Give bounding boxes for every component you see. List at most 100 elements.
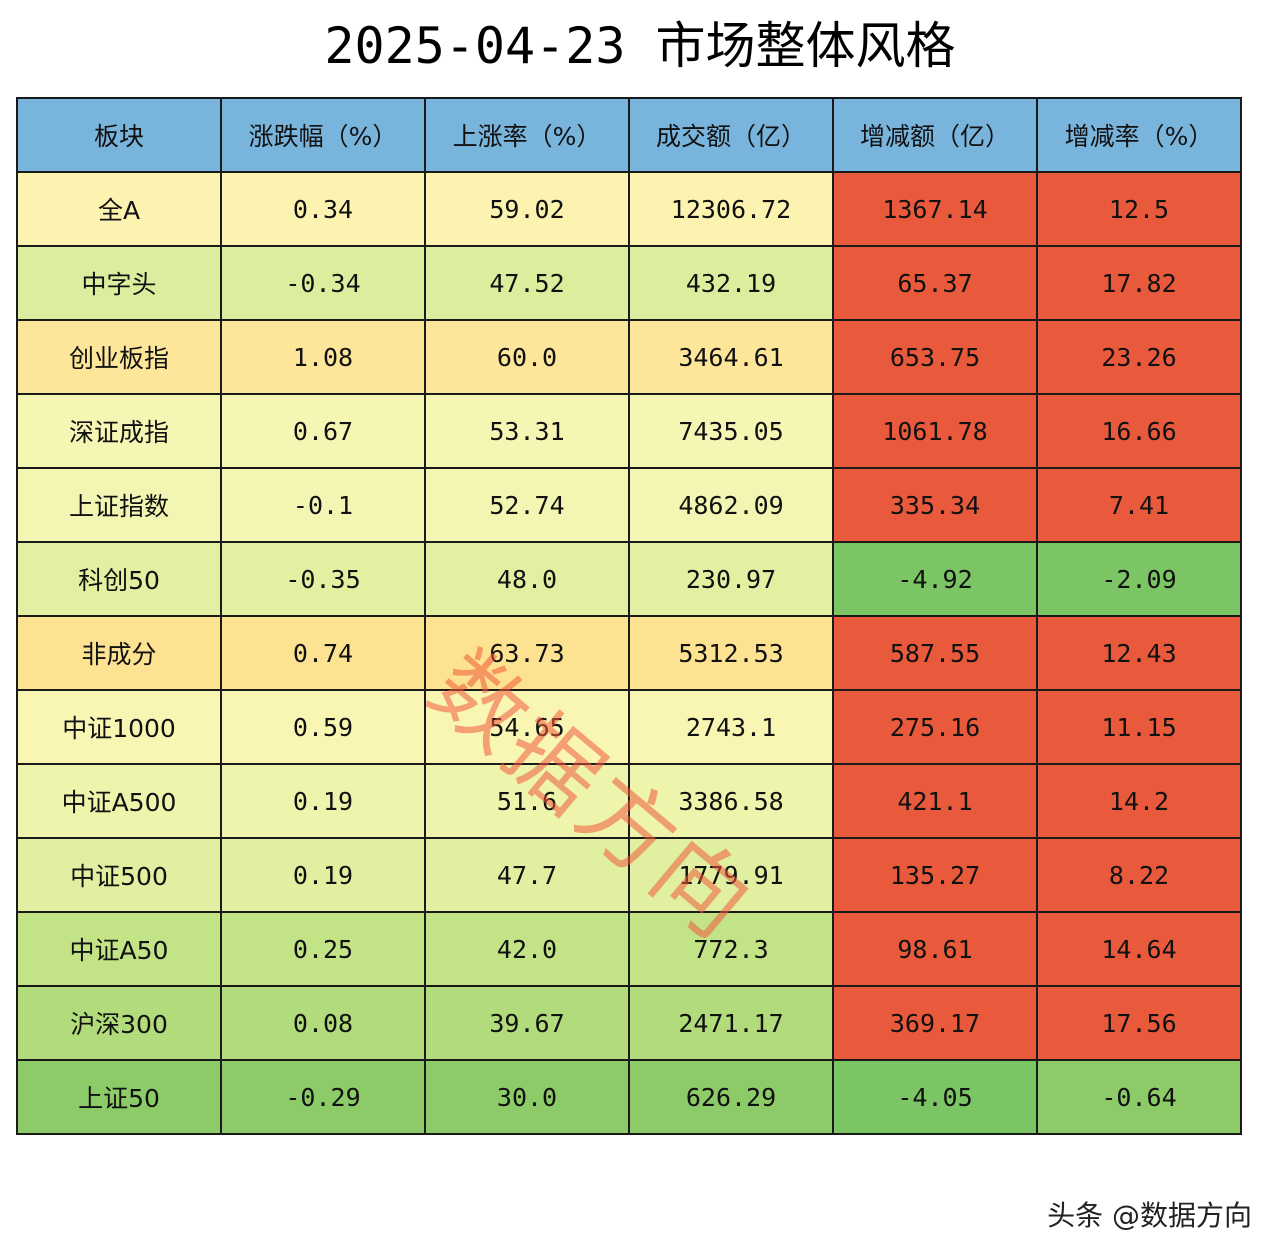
- table-row: 科创50 -0.35 48.0 230.97 -4.92 -2.09: [16, 541, 1242, 617]
- cell-turnover: 5312.53: [628, 615, 834, 691]
- cell-change-pct: -0.34: [220, 245, 426, 321]
- cell-delta-pct: 7.41: [1036, 467, 1242, 543]
- cell-turnover: 230.97: [628, 541, 834, 617]
- table-row: 沪深300 0.08 39.67 2471.17 369.17 17.56: [16, 985, 1242, 1061]
- cell-up-ratio: 39.67: [424, 985, 630, 1061]
- column-header-delta: 增减额（亿）: [832, 97, 1038, 173]
- cell-delta: 98.61: [832, 911, 1038, 987]
- cell-delta: 421.1: [832, 763, 1038, 839]
- cell-change-pct: 0.67: [220, 393, 426, 469]
- cell-turnover: 4862.09: [628, 467, 834, 543]
- table-header-row: 板块 涨跌幅（%） 上涨率（%） 成交额（亿） 增减额（亿） 增减率（%）: [16, 97, 1242, 173]
- cell-delta-pct: 8.22: [1036, 837, 1242, 913]
- cell-delta-pct: 12.43: [1036, 615, 1242, 691]
- column-header-up-ratio: 上涨率（%）: [424, 97, 630, 173]
- cell-up-ratio: 42.0: [424, 911, 630, 987]
- cell-sector-name: 非成分: [16, 615, 222, 691]
- cell-delta-pct: 14.2: [1036, 763, 1242, 839]
- cell-change-pct: 0.19: [220, 837, 426, 913]
- cell-change-pct: 1.08: [220, 319, 426, 395]
- cell-delta: 275.16: [832, 689, 1038, 765]
- cell-change-pct: 0.08: [220, 985, 426, 1061]
- column-header-sector: 板块: [16, 97, 222, 173]
- cell-delta: 65.37: [832, 245, 1038, 321]
- cell-delta-pct: 16.66: [1036, 393, 1242, 469]
- column-header-turnover: 成交额（亿）: [628, 97, 834, 173]
- cell-delta-pct: -0.64: [1036, 1059, 1242, 1135]
- cell-turnover: 7435.05: [628, 393, 834, 469]
- table-row: 中证A500 0.19 51.6 3386.58 421.1 14.2: [16, 763, 1242, 839]
- cell-delta-pct: -2.09: [1036, 541, 1242, 617]
- table-row: 中证1000 0.59 54.65 2743.1 275.16 11.15: [16, 689, 1242, 765]
- cell-delta: 1367.14: [832, 171, 1038, 247]
- cell-turnover: 12306.72: [628, 171, 834, 247]
- table-row: 上证50 -0.29 30.0 626.29 -4.05 -0.64: [16, 1059, 1242, 1135]
- cell-delta: 335.34: [832, 467, 1038, 543]
- cell-sector-name: 创业板指: [16, 319, 222, 395]
- cell-change-pct: -0.1: [220, 467, 426, 543]
- cell-sector-name: 全A: [16, 171, 222, 247]
- cell-delta-pct: 12.5: [1036, 171, 1242, 247]
- cell-sector-name: 上证指数: [16, 467, 222, 543]
- table-row: 创业板指 1.08 60.0 3464.61 653.75 23.26: [16, 319, 1242, 395]
- cell-up-ratio: 30.0: [424, 1059, 630, 1135]
- cell-change-pct: 0.74: [220, 615, 426, 691]
- cell-sector-name: 中字头: [16, 245, 222, 321]
- cell-up-ratio: 52.74: [424, 467, 630, 543]
- cell-up-ratio: 60.0: [424, 319, 630, 395]
- page-title: 2025-04-23 市场整体风格: [324, 17, 956, 75]
- cell-delta-pct: 23.26: [1036, 319, 1242, 395]
- cell-up-ratio: 47.7: [424, 837, 630, 913]
- column-header-change-pct: 涨跌幅（%）: [220, 97, 426, 173]
- cell-change-pct: -0.29: [220, 1059, 426, 1135]
- cell-sector-name: 上证50: [16, 1059, 222, 1135]
- cell-up-ratio: 47.52: [424, 245, 630, 321]
- cell-delta-pct: 11.15: [1036, 689, 1242, 765]
- cell-delta-pct: 14.64: [1036, 911, 1242, 987]
- cell-up-ratio: 53.31: [424, 393, 630, 469]
- table-row: 中证A50 0.25 42.0 772.3 98.61 14.64: [16, 911, 1242, 987]
- cell-delta: 653.75: [832, 319, 1038, 395]
- cell-sector-name: 沪深300: [16, 985, 222, 1061]
- cell-delta: 369.17: [832, 985, 1038, 1061]
- cell-turnover: 626.29: [628, 1059, 834, 1135]
- cell-delta: 587.55: [832, 615, 1038, 691]
- cell-change-pct: 0.34: [220, 171, 426, 247]
- cell-delta: 1061.78: [832, 393, 1038, 469]
- cell-turnover: 2743.1: [628, 689, 834, 765]
- column-header-delta-pct: 增减率（%）: [1036, 97, 1242, 173]
- cell-change-pct: -0.35: [220, 541, 426, 617]
- cell-change-pct: 0.19: [220, 763, 426, 839]
- table-row: 深证成指 0.67 53.31 7435.05 1061.78 16.66: [16, 393, 1242, 469]
- cell-delta: -4.05: [832, 1059, 1038, 1135]
- cell-sector-name: 深证成指: [16, 393, 222, 469]
- table-row: 全A 0.34 59.02 12306.72 1367.14 12.5: [16, 171, 1242, 247]
- cell-turnover: 432.19: [628, 245, 834, 321]
- cell-up-ratio: 59.02: [424, 171, 630, 247]
- cell-delta-pct: 17.82: [1036, 245, 1242, 321]
- table-row: 中字头 -0.34 47.52 432.19 65.37 17.82: [16, 245, 1242, 321]
- cell-turnover: 1779.91: [628, 837, 834, 913]
- cell-up-ratio: 51.6: [424, 763, 630, 839]
- cell-up-ratio: 63.73: [424, 615, 630, 691]
- cell-sector-name: 中证500: [16, 837, 222, 913]
- cell-sector-name: 中证A50: [16, 911, 222, 987]
- cell-delta: -4.92: [832, 541, 1038, 617]
- cell-turnover: 3464.61: [628, 319, 834, 395]
- cell-change-pct: 0.59: [220, 689, 426, 765]
- cell-up-ratio: 54.65: [424, 689, 630, 765]
- market-style-table: 板块 涨跌幅（%） 上涨率（%） 成交额（亿） 增减额（亿） 增减率（%） 全A…: [16, 97, 1242, 1135]
- cell-turnover: 772.3: [628, 911, 834, 987]
- source-credit: 头条 @数据方向: [1047, 1199, 1252, 1232]
- table-body: 全A 0.34 59.02 12306.72 1367.14 12.5 中字头 -0.34 47…: [16, 171, 1242, 1135]
- table-row: 非成分 0.74 63.73 5312.53 587.55 12.43: [16, 615, 1242, 691]
- table-row: 上证指数 -0.1 52.74 4862.09 335.34 7.41: [16, 467, 1242, 543]
- cell-up-ratio: 48.0: [424, 541, 630, 617]
- cell-sector-name: 中证A500: [16, 763, 222, 839]
- cell-turnover: 2471.17: [628, 985, 834, 1061]
- cell-sector-name: 科创50: [16, 541, 222, 617]
- cell-delta: 135.27: [832, 837, 1038, 913]
- cell-turnover: 3386.58: [628, 763, 834, 839]
- cell-change-pct: 0.25: [220, 911, 426, 987]
- cell-delta-pct: 17.56: [1036, 985, 1242, 1061]
